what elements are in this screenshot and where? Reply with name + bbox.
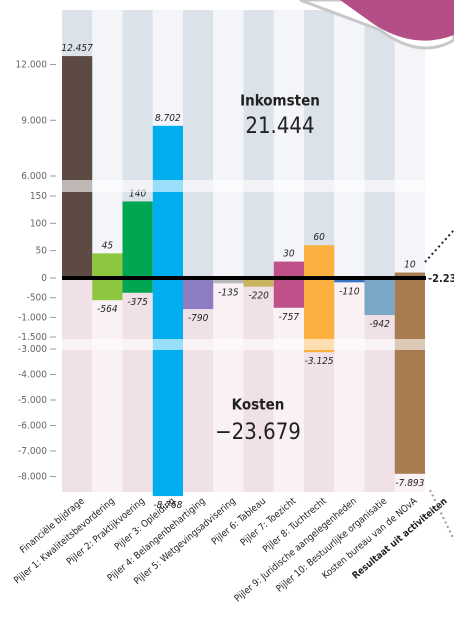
- bar: [153, 278, 183, 496]
- income-total: 21.444: [245, 114, 314, 139]
- y-tick-label: 100: [30, 218, 47, 229]
- value-label: 10: [404, 260, 416, 271]
- column-bg: [183, 10, 213, 278]
- y-tick-label: -1.500: [18, 332, 47, 343]
- income-title: Inkomsten: [240, 92, 320, 110]
- y-tick-label: -3.000: [18, 344, 47, 355]
- y-tick-label: 12.000: [16, 60, 48, 71]
- costs-total: −23.679: [215, 420, 301, 445]
- value-label: -757: [279, 312, 300, 323]
- y-tick-label: 9.000: [21, 115, 47, 126]
- value-label: -7.893: [395, 478, 424, 489]
- column-bg: [334, 10, 364, 278]
- costs-title: Kosten: [232, 396, 285, 414]
- bar: [123, 278, 153, 293]
- column-bg: [92, 10, 122, 278]
- y-tick-label: 0: [41, 273, 47, 284]
- bar: [62, 56, 92, 278]
- value-label: -564: [97, 304, 118, 315]
- bar: [365, 278, 395, 315]
- column-bg: [365, 10, 395, 278]
- column-bg: [244, 278, 274, 492]
- value-label: -375: [127, 297, 148, 308]
- value-label: -942: [369, 319, 390, 330]
- y-tick-label: -7.000: [18, 446, 47, 457]
- connector: [425, 230, 454, 262]
- value-label: 45: [102, 240, 114, 251]
- y-tick-label: 50: [36, 246, 48, 257]
- column-bg: [274, 10, 304, 278]
- bar: [274, 278, 304, 308]
- column-bg: [213, 10, 243, 278]
- axis-break: [56, 180, 426, 192]
- column-bg: [334, 278, 364, 492]
- chart: 12.000 9.000 6.000 150 100 50 0 -500 -1.000 -1.50…: [0, 0, 454, 642]
- y-tick-label: -8.000: [18, 472, 47, 483]
- y-tick-label: -4.000: [18, 370, 47, 381]
- y-tick-label: -500: [27, 293, 48, 304]
- column-bg: [123, 278, 153, 492]
- value-label: 12.457: [61, 43, 93, 54]
- axis-break: [56, 339, 426, 350]
- value-label: -110: [339, 286, 360, 297]
- bar: [304, 245, 334, 278]
- value-label: 8.702: [155, 113, 181, 124]
- value-label: -790: [188, 313, 209, 324]
- result-label: -2.235: [428, 272, 454, 285]
- value-label: -3.125: [305, 356, 334, 367]
- bar: [123, 201, 153, 278]
- y-tick-label: 6.000: [21, 171, 47, 182]
- bar: [153, 126, 183, 278]
- value-label: -135: [218, 287, 239, 298]
- value-label: 60: [313, 232, 325, 243]
- y-tick-label: -6.000: [18, 421, 47, 432]
- bar: [274, 262, 304, 278]
- bar: [92, 253, 122, 278]
- column-bg: [62, 278, 92, 492]
- y-tick-label: -1.000: [18, 312, 47, 323]
- bar: [183, 278, 213, 309]
- value-label: 30: [283, 249, 295, 260]
- bar: [395, 278, 425, 474]
- column-bg: [395, 10, 425, 278]
- column-bg: [274, 278, 304, 492]
- y-tick-label: -5.000: [18, 395, 47, 406]
- column-bg: [183, 278, 213, 492]
- column-bg: [213, 278, 243, 492]
- y-tick-label: 150: [30, 191, 47, 202]
- value-label: -220: [248, 291, 269, 302]
- column-bg: [244, 10, 274, 278]
- bar: [92, 278, 122, 300]
